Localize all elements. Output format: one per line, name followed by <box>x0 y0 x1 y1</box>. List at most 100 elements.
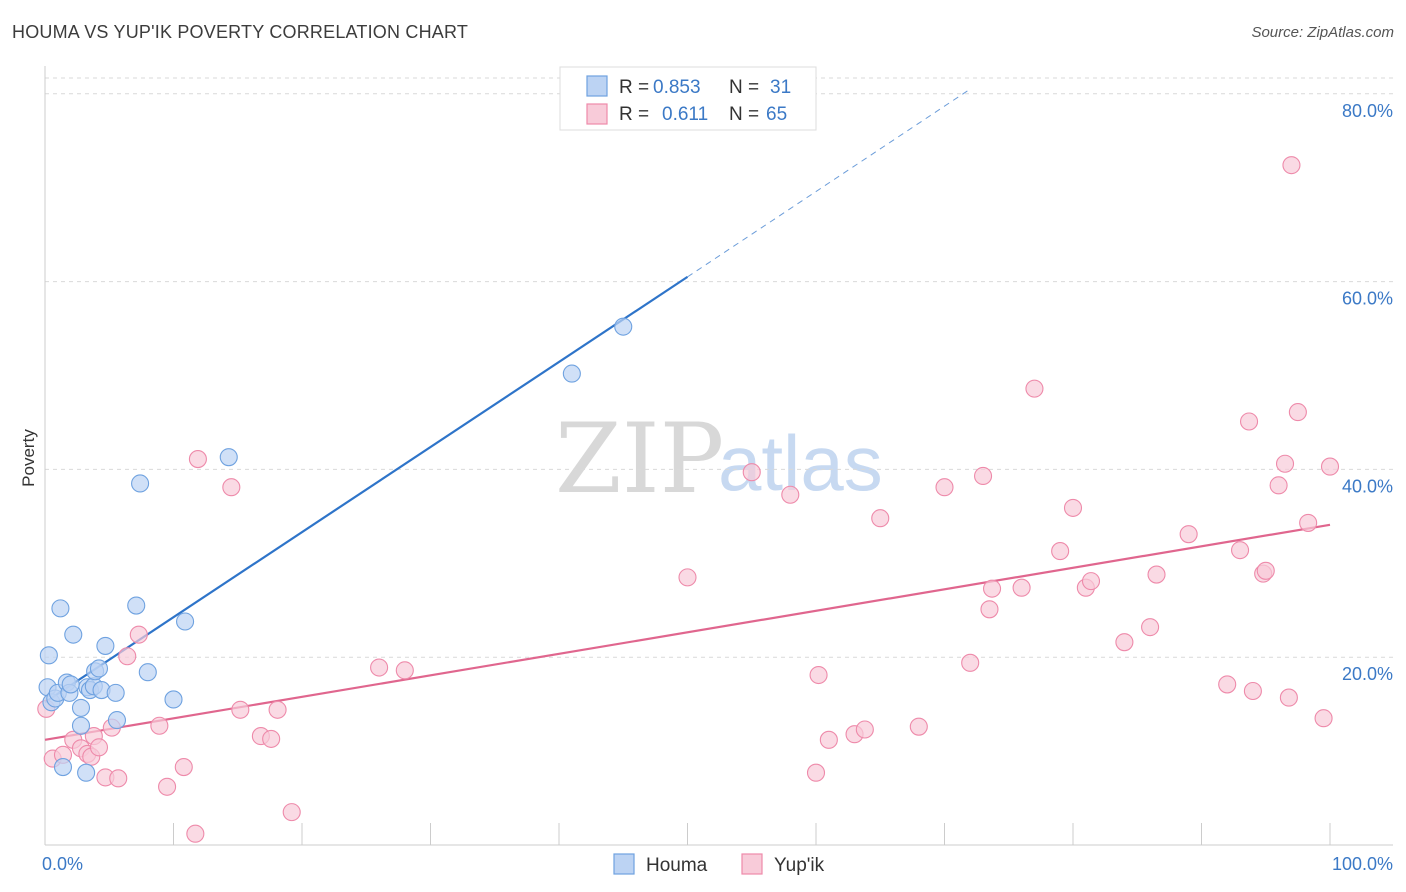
yupik-point-59 <box>1277 455 1294 472</box>
houma-point-30 <box>615 318 632 335</box>
yupik-point-23 <box>269 701 286 718</box>
yupik-point-64 <box>1315 710 1332 727</box>
houma-point-10 <box>65 626 82 643</box>
yupik-point-28 <box>743 464 760 481</box>
yupik-point-55 <box>1244 683 1261 700</box>
houma-point-23 <box>128 597 145 614</box>
houma-point-22 <box>108 712 125 729</box>
yupik-point-62 <box>1289 404 1306 421</box>
yupik-point-17 <box>187 825 204 842</box>
houma-point-20 <box>97 637 114 654</box>
yupik-point-16 <box>175 759 192 776</box>
yupik-point-15 <box>159 778 176 795</box>
yupik-point-57 <box>1257 562 1274 579</box>
yupik-point-35 <box>872 510 889 527</box>
houma-point-1 <box>40 647 57 664</box>
legend-yupik-n-label: N = <box>729 104 759 125</box>
houma-point-12 <box>72 699 89 716</box>
legend-houma-swatch <box>587 76 607 96</box>
yupik-point-8 <box>90 739 107 756</box>
houma-point-13 <box>78 764 95 781</box>
yupik-point-12 <box>119 648 136 665</box>
houma-point-11 <box>72 717 89 734</box>
legend-yupik-n-value: 65 <box>766 104 787 125</box>
yupik-point-30 <box>808 764 825 781</box>
yupik-point-52 <box>1219 676 1236 693</box>
legend-yupik-r-value: 0.611 <box>662 104 708 125</box>
yupik-point-53 <box>1232 542 1249 559</box>
houma-point-9 <box>62 676 79 693</box>
yupik-point-11 <box>110 770 127 787</box>
yupik-point-58 <box>1270 477 1287 494</box>
yupik-point-60 <box>1280 689 1297 706</box>
houma-point-5 <box>52 600 69 617</box>
stats-legend: R = 0.853 N = 31 R = 0.611 N = 65 <box>560 67 816 130</box>
yupik-point-18 <box>189 451 206 468</box>
bottom-legend-houma-swatch <box>614 854 634 874</box>
y-axis-label: Poverty <box>19 429 38 487</box>
yupik-point-37 <box>936 479 953 496</box>
yupik-point-39 <box>975 467 992 484</box>
houma-point-27 <box>177 613 194 630</box>
yupik-point-27 <box>679 569 696 586</box>
yupik-point-36 <box>910 718 927 735</box>
houma-point-24 <box>132 475 149 492</box>
scatter-chart: ZIP atlas 20.0% 40.0% 60.0% 80.0% Poverty 0… <box>0 0 1406 892</box>
bottom-legend-houma-label: Houma <box>646 855 708 876</box>
yupik-point-19 <box>223 479 240 496</box>
legend-yupik-swatch <box>587 104 607 124</box>
legend-yupik-r-label: R = <box>619 104 649 125</box>
yupik-point-26 <box>396 662 413 679</box>
yupik-point-40 <box>981 601 998 618</box>
grid-lines <box>45 78 1393 657</box>
x-tick-label-max: 100.0% <box>1332 854 1393 874</box>
bottom-legend-yupik-swatch <box>742 854 762 874</box>
y-ticks: 20.0% 40.0% 60.0% 80.0% <box>1342 101 1393 684</box>
yupik-point-34 <box>856 721 873 738</box>
houma-point-21 <box>107 684 124 701</box>
yupik-point-45 <box>1065 499 1082 516</box>
houma-point-28 <box>220 449 237 466</box>
yupik-point-14 <box>151 717 168 734</box>
y-tick-label-20: 20.0% <box>1342 664 1393 684</box>
yupik-point-31 <box>810 667 827 684</box>
yupik-point-61 <box>1283 157 1300 174</box>
yupik-point-20 <box>232 701 249 718</box>
yupik-point-47 <box>1082 573 1099 590</box>
yupik-point-22 <box>263 730 280 747</box>
yupik-point-42 <box>1013 579 1030 596</box>
legend-houma-n-label: N = <box>729 77 759 98</box>
series-legend: Houma Yup'ik <box>614 854 825 876</box>
yupik-point-44 <box>1052 543 1069 560</box>
yupik-point-32 <box>820 731 837 748</box>
yupik-point-13 <box>130 626 147 643</box>
yupik-point-38 <box>962 654 979 671</box>
x-ticks <box>45 823 1330 845</box>
houma-point-6 <box>54 759 71 776</box>
legend-houma-r-value: 0.853 <box>653 77 701 98</box>
yupik-point-41 <box>984 580 1001 597</box>
yupik-point-49 <box>1142 619 1159 636</box>
y-tick-label-60: 60.0% <box>1342 289 1393 309</box>
legend-houma-r-label: R = <box>619 77 649 98</box>
yupik-point-51 <box>1180 526 1197 543</box>
yupik-point-63 <box>1300 514 1317 531</box>
houma-point-29 <box>563 365 580 382</box>
legend-houma-n-value: 31 <box>770 77 791 98</box>
yupik-point-24 <box>283 804 300 821</box>
yupik-point-50 <box>1148 566 1165 583</box>
x-tick-label-min: 0.0% <box>42 854 83 874</box>
yupik-point-54 <box>1241 413 1258 430</box>
watermark-zip: ZIP <box>555 403 724 515</box>
bottom-legend-yupik-label: Yup'ik <box>774 855 825 876</box>
y-tick-label-40: 40.0% <box>1342 476 1393 496</box>
yupik-point-25 <box>371 659 388 676</box>
houma-point-26 <box>165 691 182 708</box>
houma-point-18 <box>90 660 107 677</box>
watermark-atlas: atlas <box>718 419 883 507</box>
yupik-point-43 <box>1026 380 1043 397</box>
y-tick-label-80: 80.0% <box>1342 101 1393 121</box>
houma-point-25 <box>139 664 156 681</box>
yupik-point-29 <box>782 486 799 503</box>
yupik-point-48 <box>1116 634 1133 651</box>
